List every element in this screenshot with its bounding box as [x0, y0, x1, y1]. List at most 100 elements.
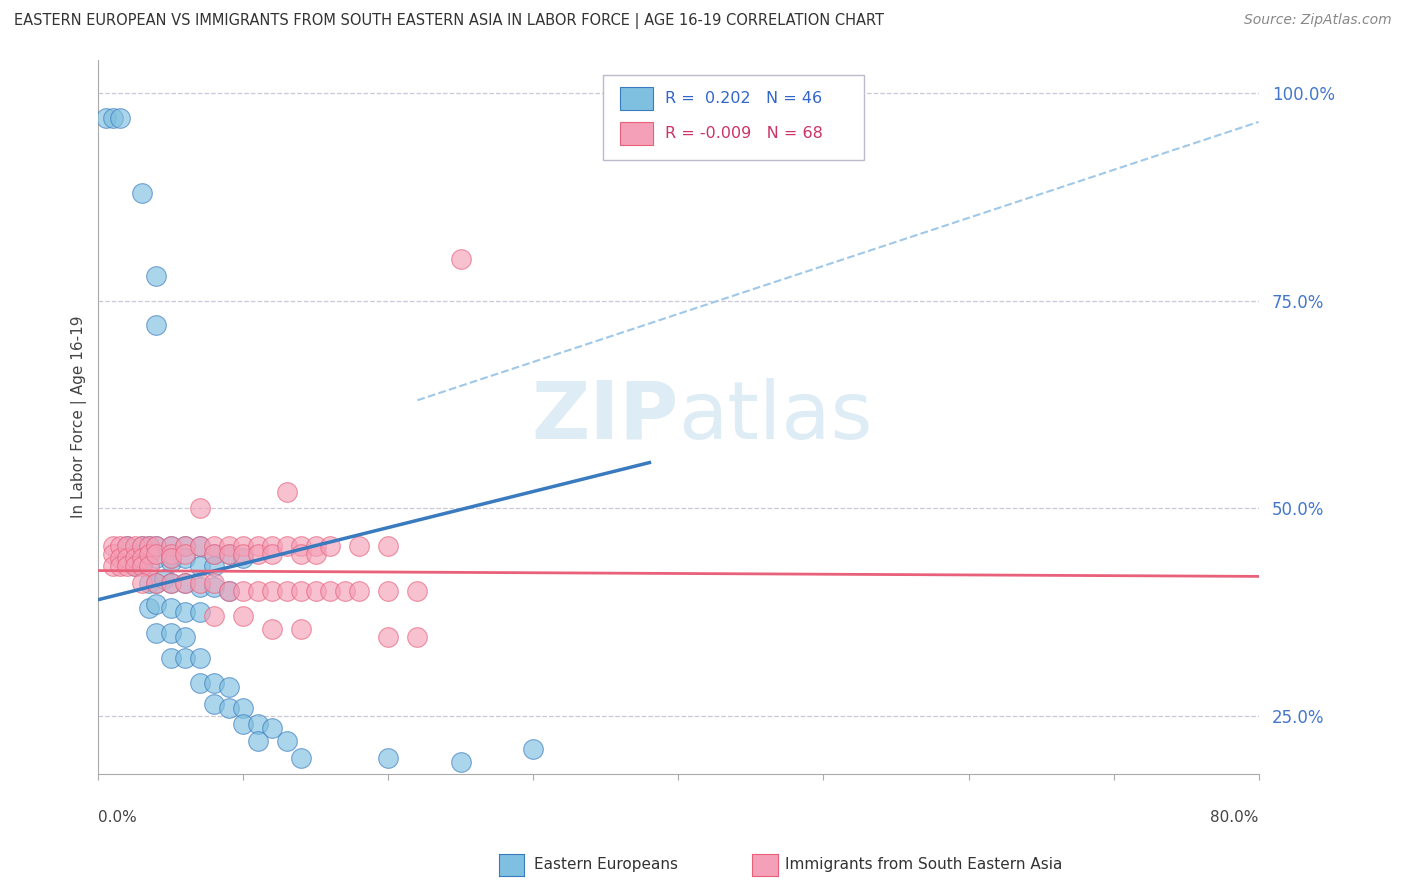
Point: [218, 539, 240, 553]
Point: [232, 700, 254, 714]
Point: [117, 539, 139, 553]
Point: [377, 750, 399, 764]
Point: [232, 547, 254, 561]
Point: [319, 584, 342, 599]
Point: [319, 539, 342, 553]
Point: [174, 547, 197, 561]
Point: [174, 576, 197, 591]
Bar: [620, 87, 652, 110]
Point: [202, 580, 225, 594]
Point: [145, 626, 167, 640]
Point: [145, 551, 167, 566]
Point: [131, 551, 153, 566]
Point: [290, 622, 312, 636]
Point: [290, 584, 312, 599]
Text: R =  0.202   N = 46: R = 0.202 N = 46: [665, 91, 821, 105]
Point: [124, 547, 146, 561]
Point: [152, 572, 174, 586]
Point: [232, 551, 254, 566]
Point: [246, 734, 269, 748]
Point: [160, 626, 183, 640]
Point: [305, 539, 328, 553]
Point: [108, 111, 131, 125]
Point: [202, 576, 225, 591]
Point: [160, 601, 183, 615]
Point: [262, 584, 284, 599]
Point: [145, 576, 167, 591]
Point: [160, 539, 183, 553]
Point: [131, 539, 153, 553]
Point: [232, 609, 254, 624]
FancyBboxPatch shape: [603, 75, 865, 160]
Point: [349, 584, 371, 599]
Point: [202, 609, 225, 624]
Point: [145, 268, 167, 283]
Point: [232, 584, 254, 599]
Point: [349, 539, 371, 553]
Point: [202, 539, 225, 553]
Point: [377, 630, 399, 644]
Point: [101, 539, 124, 553]
Point: [145, 547, 167, 561]
Point: [262, 539, 284, 553]
Text: R = -0.009   N = 68: R = -0.009 N = 68: [665, 127, 823, 142]
Point: [246, 547, 269, 561]
Point: [108, 539, 131, 553]
Point: [406, 630, 429, 644]
Point: [522, 742, 544, 756]
Point: [202, 697, 225, 711]
Point: [202, 547, 225, 561]
Bar: [620, 122, 652, 145]
Point: [160, 539, 183, 553]
Point: [333, 584, 356, 599]
Point: [145, 597, 167, 611]
Point: [305, 584, 328, 599]
Point: [188, 559, 211, 574]
Point: [138, 539, 160, 553]
Point: [290, 750, 312, 764]
Text: atlas: atlas: [679, 378, 873, 456]
Point: [138, 576, 160, 591]
Point: [262, 547, 284, 561]
Point: [188, 605, 211, 619]
Point: [202, 547, 225, 561]
Text: ZIP: ZIP: [531, 378, 679, 456]
Point: [160, 650, 183, 665]
Point: [117, 559, 139, 574]
Point: [218, 547, 240, 561]
Point: [131, 559, 153, 574]
Point: [174, 605, 197, 619]
Point: [246, 539, 269, 553]
Point: [145, 576, 167, 591]
Point: [124, 559, 146, 574]
Point: [138, 539, 160, 553]
Point: [188, 675, 211, 690]
Point: [145, 539, 167, 553]
Point: [101, 547, 124, 561]
Point: [305, 547, 328, 561]
Point: [160, 576, 183, 591]
Text: 0.0%: 0.0%: [98, 810, 138, 825]
Point: [174, 650, 197, 665]
Point: [246, 584, 269, 599]
Point: [108, 559, 131, 574]
Point: [131, 186, 153, 200]
Point: [145, 539, 167, 553]
Point: [406, 584, 429, 599]
Text: Source: ZipAtlas.com: Source: ZipAtlas.com: [1244, 13, 1392, 28]
Text: Eastern Europeans: Eastern Europeans: [534, 857, 678, 871]
Point: [262, 722, 284, 736]
Point: [450, 755, 472, 769]
Point: [450, 252, 472, 266]
Text: 80.0%: 80.0%: [1211, 810, 1258, 825]
Point: [145, 318, 167, 333]
Point: [276, 584, 298, 599]
Point: [377, 539, 399, 553]
Point: [108, 551, 131, 566]
Text: EASTERN EUROPEAN VS IMMIGRANTS FROM SOUTH EASTERN ASIA IN LABOR FORCE | AGE 16-1: EASTERN EUROPEAN VS IMMIGRANTS FROM SOUT…: [14, 13, 884, 29]
Point: [94, 111, 117, 125]
Point: [188, 576, 211, 591]
Point: [138, 601, 160, 615]
Point: [290, 547, 312, 561]
Point: [101, 559, 124, 574]
